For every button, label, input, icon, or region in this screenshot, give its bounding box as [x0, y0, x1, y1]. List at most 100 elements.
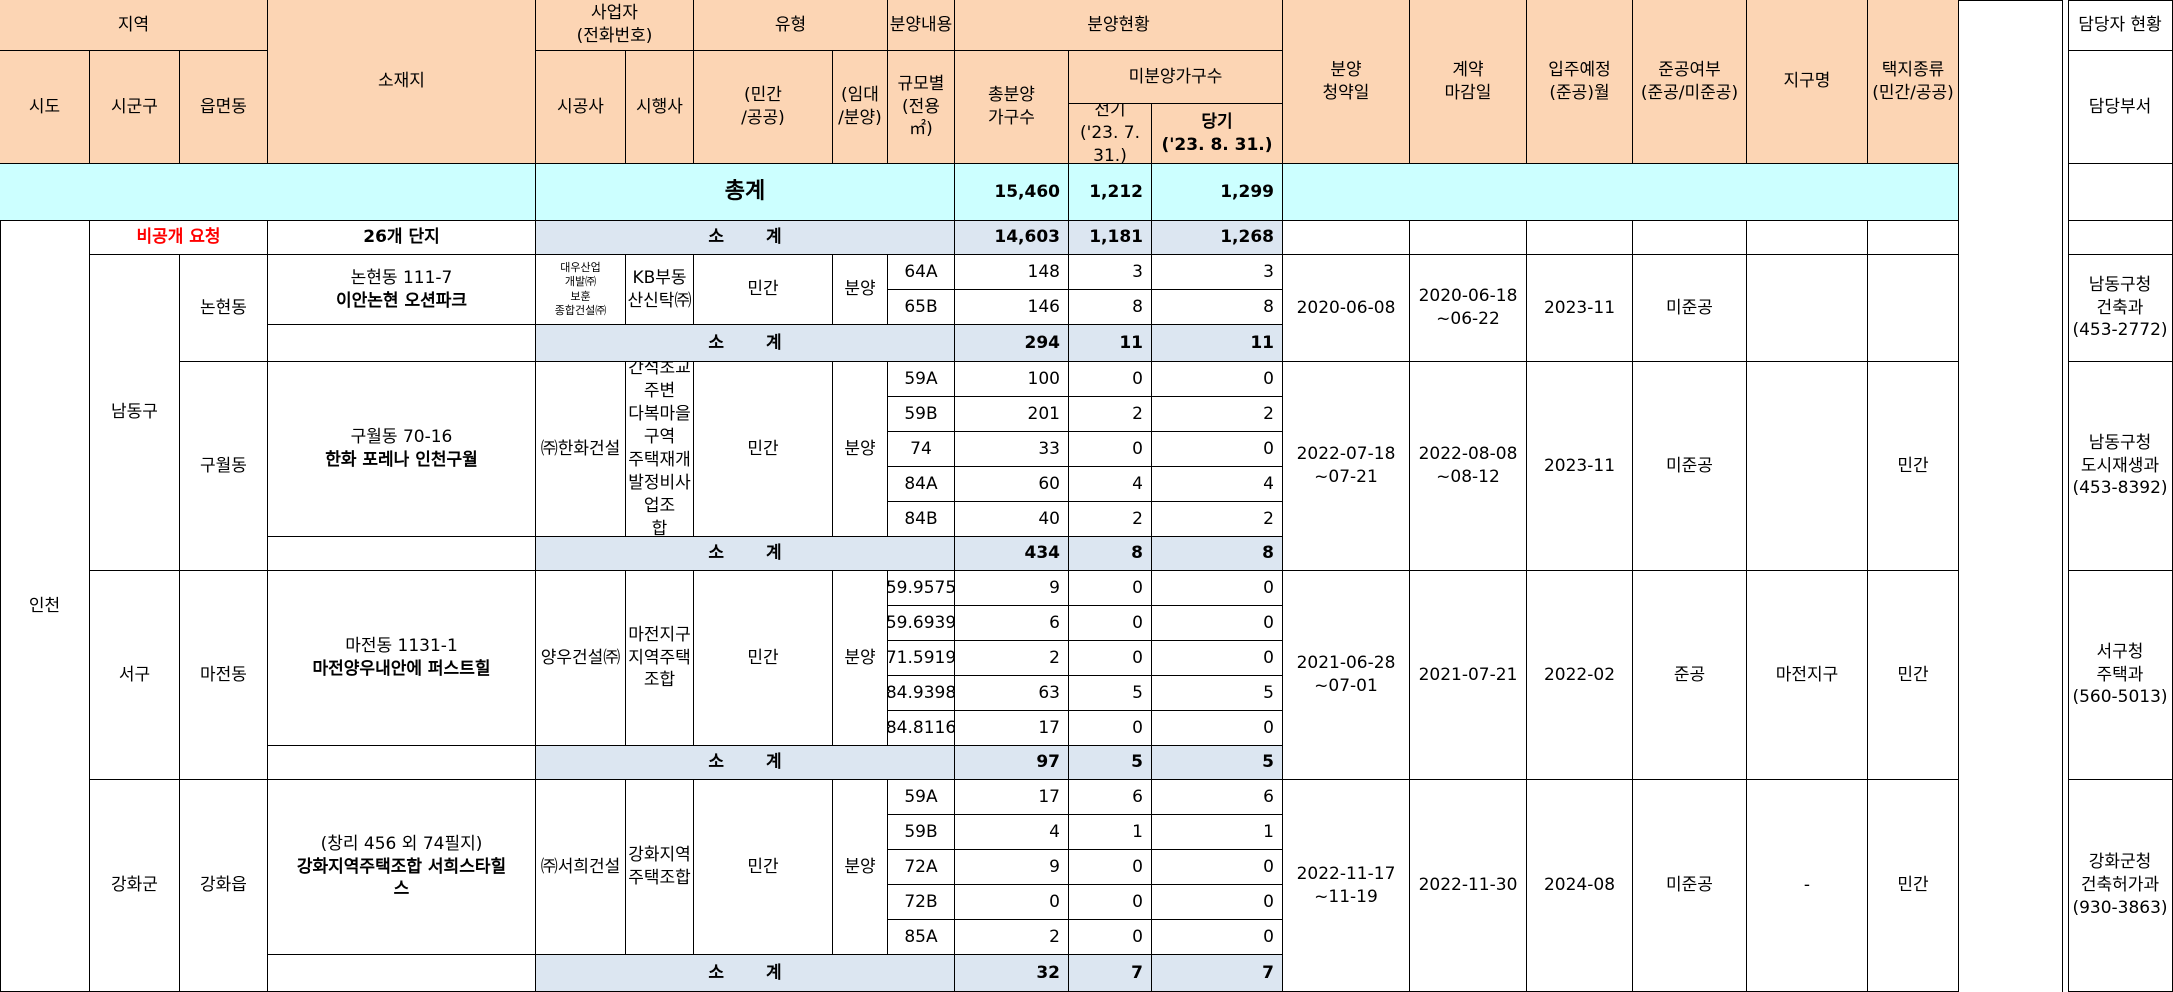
- prev-unsold-cell: 0: [1069, 432, 1152, 467]
- header-eupmyeondong: 읍면동: [180, 51, 268, 164]
- size-cell: 64A: [888, 255, 955, 290]
- column-gap: [2062, 0, 2068, 992]
- subtotal-units: 434: [955, 537, 1069, 571]
- prev-unsold-cell: 8: [1069, 290, 1152, 325]
- completion-cell: 미준공: [1633, 362, 1747, 571]
- total-units-cell: 17: [955, 780, 1069, 815]
- size-cell: 72A: [888, 850, 955, 885]
- header-region: 지역: [0, 0, 268, 51]
- move-in-cell: 2024-08: [1527, 780, 1633, 992]
- total-units-cell: 9: [955, 571, 1069, 606]
- total-units-cell: 17: [955, 711, 1069, 746]
- incheon-subtotal-curr: 1,268: [1152, 221, 1283, 255]
- prev-unsold-cell: 0: [1069, 920, 1152, 955]
- land-type-cell: [1868, 255, 1959, 362]
- curr-unsold-cell: 5: [1152, 676, 1283, 711]
- grand-total-units: 15,460: [955, 164, 1069, 221]
- header-sido: 시도: [0, 51, 90, 164]
- contract-cell: 2020-06-18 ~06-22: [1410, 255, 1527, 362]
- curr-unsold-cell: 2: [1152, 397, 1283, 432]
- public-private-cell: 민간: [694, 780, 833, 955]
- contract-cell: 2022-08-08 ~08-12: [1410, 362, 1527, 571]
- curr-unsold-cell: 8: [1152, 290, 1283, 325]
- location-address: 논현동 111-7: [350, 267, 453, 288]
- location-cell: 구월동 70-16 한화 포레나 인천구월: [268, 362, 536, 537]
- grand-total-prev: 1,212: [1069, 164, 1152, 221]
- curr-unsold-cell: 3: [1152, 255, 1283, 290]
- contract-cell: 2021-07-21: [1410, 571, 1527, 780]
- header-constructor: 시공사: [536, 51, 626, 164]
- sido-cell: 인천: [0, 221, 90, 992]
- size-cell: 84B: [888, 502, 955, 537]
- lease-sale-cell: 분양: [833, 780, 888, 955]
- size-cell: 74: [888, 432, 955, 467]
- public-private-cell: 민간: [694, 362, 833, 537]
- constructor-cell: 대우산업 개발㈜ 보훈 종합건설㈜: [536, 255, 626, 325]
- location-address: 구월동 70-16: [350, 427, 453, 448]
- developer-cell: KB부동산신탁㈜: [626, 255, 694, 325]
- district-cell: -: [1747, 780, 1868, 992]
- developer-cell: 마전지구지역주택조합: [626, 571, 694, 746]
- total-units-cell: 4: [955, 815, 1069, 850]
- incheon-subtotal-units: 14,603: [955, 221, 1069, 255]
- header-land-type: 택지종류 (민간/공공): [1868, 0, 1959, 164]
- curr-unsold-cell: 0: [1152, 606, 1283, 641]
- blank-cell: [1868, 221, 1959, 255]
- size-cell: 85A: [888, 920, 955, 955]
- curr-unsold-cell: 6: [1152, 780, 1283, 815]
- prev-unsold-cell: 2: [1069, 397, 1152, 432]
- location-address: (창리 456 외 74필지): [320, 833, 483, 854]
- developer-cell: 강화지역주택조합: [626, 780, 694, 955]
- size-cell: 59A: [888, 780, 955, 815]
- subtotal-prev: 5: [1069, 746, 1152, 780]
- curr-unsold-cell: 0: [1152, 711, 1283, 746]
- total-units-cell: 0: [955, 885, 1069, 920]
- blank-cell: [268, 746, 536, 780]
- manager-dept-cell: 강화군청 건축허가과 (930-3863): [2068, 780, 2173, 992]
- frame-top-border-right: [2068, 0, 2173, 1]
- size-cell: 59.6939: [888, 606, 955, 641]
- complex-name: 한화 포레나 인천구월: [325, 450, 478, 470]
- blank-cell: [1633, 221, 1747, 255]
- subtotal-label: 소 계: [536, 325, 955, 362]
- constructor-cell: 양우건설㈜: [536, 571, 626, 746]
- header-district: 지구명: [1747, 0, 1868, 164]
- header-contract-deadline: 계약 마감일: [1410, 0, 1527, 164]
- curr-unsold-cell: 1: [1152, 815, 1283, 850]
- prev-unsold-cell: 0: [1069, 362, 1152, 397]
- header-move-in: 입주예정 (준공)월: [1527, 0, 1633, 164]
- subtotal-units: 97: [955, 746, 1069, 780]
- completion-cell: 미준공: [1633, 780, 1747, 992]
- header-curr: 당기 ('23. 8. 31.): [1152, 104, 1283, 164]
- incheon-subtotal-prev: 1,181: [1069, 221, 1152, 255]
- prev-unsold-cell: 2: [1069, 502, 1152, 537]
- curr-unsold-cell: 0: [1152, 571, 1283, 606]
- prev-unsold-cell: 4: [1069, 467, 1152, 502]
- subtotal-prev: 11: [1069, 325, 1152, 362]
- prev-unsold-cell: 0: [1069, 606, 1152, 641]
- nondisclosure-request: 비공개 요청: [90, 221, 268, 255]
- land-type-cell: 민간: [1868, 780, 1959, 992]
- total-units-cell: 100: [955, 362, 1069, 397]
- total-units-cell: 60: [955, 467, 1069, 502]
- subtotal-label: 소 계: [536, 537, 955, 571]
- dong-cell: 구월동: [180, 362, 268, 571]
- subtotal-prev: 7: [1069, 955, 1152, 992]
- size-cell: 59B: [888, 815, 955, 850]
- size-cell: 84.8116: [888, 711, 955, 746]
- prev-unsold-cell: 0: [1069, 571, 1152, 606]
- subtotal-units: 294: [955, 325, 1069, 362]
- header-developer: 시행사: [626, 51, 694, 164]
- incheon-subtotal-label: 소 계: [536, 221, 955, 255]
- header-total-units: 총분양 가구수: [955, 51, 1069, 164]
- complex-name: 강화지역주택조합 서희스타힐 스: [296, 856, 507, 900]
- size-cell: 59A: [888, 362, 955, 397]
- header-manager-dept: 담당부서: [2068, 51, 2173, 164]
- manager-dept-cell: 서구청 주택과 (560-5013): [2068, 571, 2173, 780]
- district-cell: 마전지구: [1747, 571, 1868, 780]
- lease-sale-cell: 분양: [833, 571, 888, 746]
- column-gap-line: [2068, 0, 2069, 992]
- header-sigungu: 시군구: [90, 51, 180, 164]
- header-prev: 전기 ('23. 7. 31.): [1069, 104, 1152, 164]
